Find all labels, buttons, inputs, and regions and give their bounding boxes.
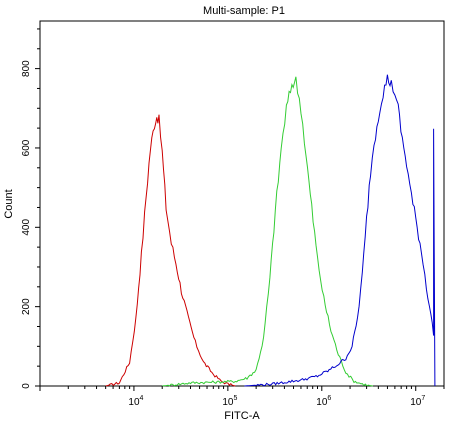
x-axis: 104 105 106 107 — [39, 386, 445, 408]
y-tick-label: 200 — [21, 298, 32, 315]
x-tick-label: 105 — [222, 395, 237, 408]
plot-frame — [39, 20, 445, 387]
series-line-1 — [105, 114, 236, 387]
y-axis-label: Count — [3, 189, 15, 218]
x-axis-label: FITC-A — [224, 410, 260, 422]
y-tick-label: 400 — [21, 219, 32, 236]
y-tick-label: 0 — [21, 383, 32, 389]
x-tick-label: 106 — [316, 395, 331, 408]
y-tick-label: 800 — [21, 60, 32, 77]
x-tick-label: 104 — [128, 395, 143, 408]
x-tick-label: 107 — [410, 395, 425, 408]
y-axis: 0 200 400 600 800 — [21, 28, 40, 389]
series-line-3 — [244, 74, 436, 387]
series-line-2 — [162, 76, 373, 387]
series-layer — [105, 74, 436, 387]
chart-title: Multi-sample: P1 — [203, 5, 285, 17]
y-tick-label: 600 — [21, 139, 32, 156]
